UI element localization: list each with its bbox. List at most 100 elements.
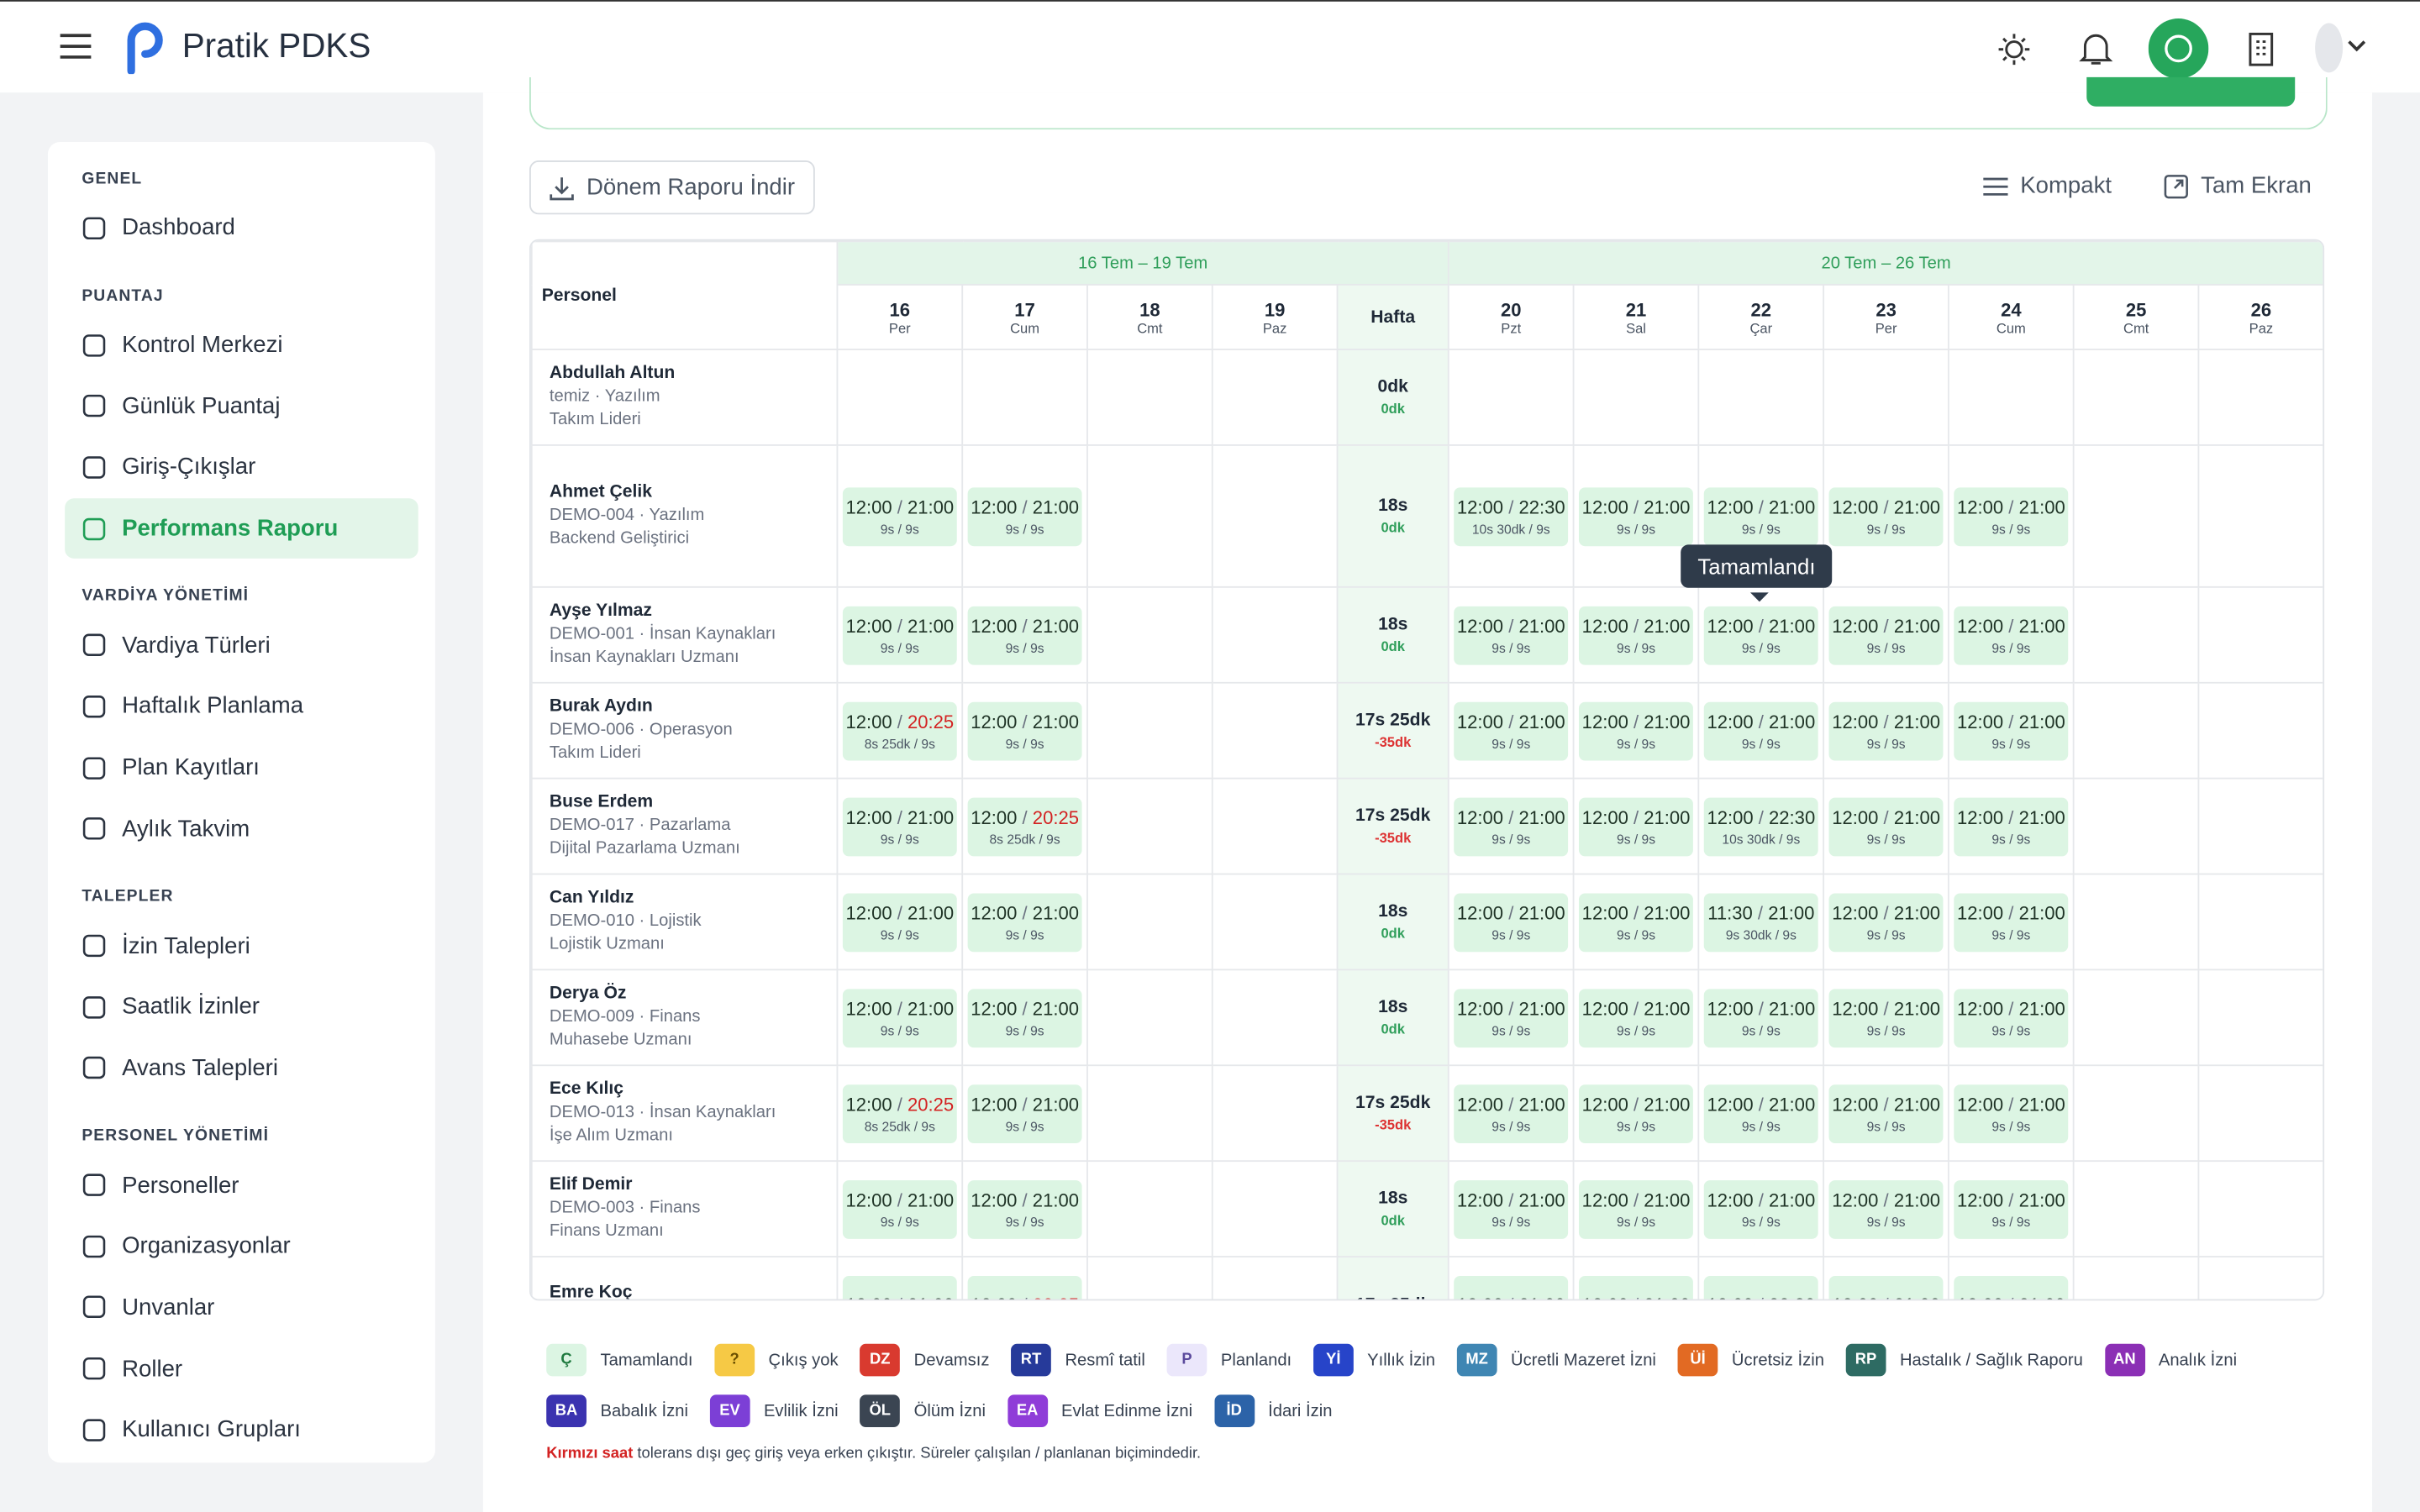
nav-item[interactable]: Haftalık Planlama xyxy=(65,676,418,738)
shift-box[interactable]: 12:00 / 22:30 10s 30dk / 9s xyxy=(1703,796,1818,856)
shift-box[interactable]: 12:00 / 21:00 9s / 9s xyxy=(842,988,957,1047)
nav-item[interactable]: Günlük Puantaj xyxy=(65,375,418,437)
shift-box[interactable]: 12:00 / 21:00 9s / 9s xyxy=(1954,1084,2069,1143)
nav-item[interactable]: Avans Talepleri xyxy=(65,1037,418,1099)
shift-box[interactable]: 12:00 / 21:00 9s / 9s xyxy=(1579,605,1694,664)
shift-box[interactable]: 12:00 / 21:00 9s / 9s xyxy=(1454,701,1569,760)
shift-box[interactable]: 12:00 / 21:00 9s / 9s xyxy=(1828,988,1944,1047)
shift-box[interactable]: 12:00 / 21:00 9s / 9s xyxy=(1579,892,1694,952)
check-in: 12:00 xyxy=(1707,496,1754,518)
download-button[interactable]: Dönem Raporu İndir xyxy=(529,160,815,215)
shift-box[interactable]: 12:00 / 21:00 9s / 9s xyxy=(1954,701,2069,760)
shift-box[interactable]: 12:00 / 21:00 9s / 9s xyxy=(1954,988,2069,1047)
nav-item[interactable]: Dashboard xyxy=(65,197,418,259)
fullscreen-button[interactable]: Tam Ekran xyxy=(2164,173,2312,199)
nav-item[interactable]: Kontrol Merkezi xyxy=(65,314,418,375)
shift-box[interactable]: 12:00 / 21:00 9s / 9s xyxy=(842,892,957,952)
apply-button[interactable] xyxy=(2086,76,2296,107)
nav-item[interactable]: İzin Talepleri xyxy=(65,916,418,977)
shift-box[interactable]: 12:00 / 21:00 9s / 9s xyxy=(1454,796,1569,856)
shift-box[interactable]: 12:00 / 20:25 8s 25dk / 9s xyxy=(842,701,957,760)
shift-box[interactable]: 12:00 / 21:00 9s / 9s xyxy=(967,1179,1082,1238)
shift-box[interactable]: 12:00 / 21:00 9s / 9s xyxy=(1828,892,1944,952)
shift-box[interactable]: 12:00 / 21:00 9s / 9s xyxy=(1828,605,1944,664)
shift-box[interactable]: 12:00 / 21:00 9s / 9s xyxy=(1703,701,1818,760)
theme-toggle[interactable] xyxy=(1997,33,2031,66)
nav-icon xyxy=(82,1296,106,1319)
shift-box[interactable]: 12:00 / 21:00 9s / 9s xyxy=(1954,1179,2069,1238)
report-table-container: Personel 16 Tem – 19 Tem 20 Tem – 26 Tem 16… xyxy=(529,239,2325,1301)
shift-box[interactable]: 12:00 / 21:00 9s / 9s xyxy=(1454,1179,1569,1238)
shift-box[interactable]: 12:00 / 22:30 10s 30dk / 9s xyxy=(1454,486,1569,546)
separator: / xyxy=(1633,1189,1639,1210)
nav-item[interactable]: Saatlik İzinler xyxy=(65,976,418,1037)
shift-box[interactable]: 12:00 / 21:00 9s / 9s xyxy=(1579,988,1694,1047)
company-button[interactable] xyxy=(2245,31,2276,68)
shift-box[interactable]: 12:00 / 21:00 9s / 9s xyxy=(1954,486,2069,546)
shift-box[interactable]: 12:00 / 21:00 9s / 9s xyxy=(842,605,957,664)
shift-box[interactable]: 12:00 / 21:00 xyxy=(842,1275,957,1299)
nav-label: Aylık Takvim xyxy=(122,816,250,843)
tooltip: Tamamlandı xyxy=(1681,544,1833,588)
shift-box[interactable]: 12:00 / 21:00 9s / 9s xyxy=(842,796,957,856)
shift-box[interactable]: 12:00 / 21:00 9s / 9s xyxy=(1454,1084,1569,1143)
shift-box[interactable]: 12:00 / 21:00 9s / 9s xyxy=(1703,988,1818,1047)
shift-box[interactable]: 12:00 / 21:00 9s / 9s xyxy=(967,988,1082,1047)
shift-box[interactable]: 12:00 / 21:00 9s / 9s xyxy=(1703,1179,1818,1238)
shift-box[interactable]: 12:00 / 21:00 xyxy=(1579,1275,1694,1299)
shift-box[interactable]: 12:00 / 21:00 9s / 9s xyxy=(967,701,1082,760)
nav-item[interactable]: Giriş-Çıkışlar xyxy=(65,437,418,498)
shift-box[interactable]: 12:00 / 20:25 8s 25dk / 9s xyxy=(967,796,1082,856)
shift-box[interactable]: 12:00 / 21:00 9s / 9s xyxy=(967,892,1082,952)
shift-box[interactable]: 12:00 / 21:00 9s / 9s xyxy=(1579,486,1694,546)
shift-box[interactable]: 12:00 / 21:00 9s / 9s xyxy=(1579,796,1694,856)
check-out: 21:00 xyxy=(1518,614,1565,637)
shift-box[interactable]: 12:00 / 21:00 9s / 9s xyxy=(1703,486,1818,546)
shift-box[interactable]: 12:00 / 21:00 9s / 9s xyxy=(1954,796,2069,856)
nav-section-title: GENEL xyxy=(82,170,143,189)
user-menu[interactable] xyxy=(2312,22,2373,74)
shift-box[interactable]: 12:00 / 20:25 8s 25dk / 9s xyxy=(842,1084,957,1143)
nav-item[interactable]: Kullanıcı Grupları xyxy=(65,1399,418,1461)
notifications[interactable] xyxy=(2079,31,2113,68)
support-button[interactable] xyxy=(2148,18,2209,79)
menu-button[interactable] xyxy=(59,33,92,60)
shift-box[interactable]: 12:00 / 21:00 9s / 9s xyxy=(1454,988,1569,1047)
shift-box[interactable]: 12:00 / 21:00 9s / 9s xyxy=(1828,1084,1944,1143)
shift-box[interactable]: 12:00 / 21:00 9s / 9s xyxy=(1954,892,2069,952)
nav-item[interactable]: Plan Kayıtları xyxy=(65,738,418,799)
nav-item[interactable]: Roller xyxy=(65,1338,418,1399)
shift-box[interactable]: 12:00 / 21:00 xyxy=(1454,1275,1569,1299)
shift-box[interactable]: 12:00 / 21:00 9s / 9s xyxy=(1828,701,1944,760)
shift-box[interactable]: 12:00 / 21:00 9s / 9s xyxy=(1579,1084,1694,1143)
shift-box[interactable]: 12:00 / 21:00 9s / 9s xyxy=(1828,1179,1944,1238)
nav-item[interactable]: Performans Raporu xyxy=(65,497,418,559)
shift-box[interactable]: 12:00 / 21:00 9s / 9s xyxy=(1828,796,1944,856)
shift-box[interactable]: 11:30 / 21:00 9s 30dk / 9s xyxy=(1703,892,1818,952)
shift-box[interactable]: 12:00 / 21:00 9s / 9s xyxy=(1579,1179,1694,1238)
shift-box[interactable]: 12:00 / 21:00 9s / 9s xyxy=(1454,605,1569,664)
nav-item[interactable]: Unvanlar xyxy=(65,1277,418,1338)
nav-item[interactable]: Vardiya Türleri xyxy=(65,615,418,676)
shift-box[interactable]: 12:00 / 20:25 xyxy=(967,1275,1082,1299)
shift-box[interactable]: 12:00 / 21:00 9s / 9s xyxy=(967,605,1082,664)
nav-item[interactable]: Bölgeler xyxy=(65,1461,418,1462)
shift-box[interactable]: 12:00 / 21:00 9s / 9s xyxy=(967,1084,1082,1143)
check-in: 12:00 xyxy=(971,1294,1017,1299)
shift-box[interactable]: 12:00 / 21:00 xyxy=(1828,1275,1944,1299)
shift-box[interactable]: 12:00 / 22:30 xyxy=(1703,1275,1818,1299)
shift-box[interactable]: 12:00 / 21:00 9s / 9s xyxy=(842,1179,957,1238)
shift-box[interactable]: 12:00 / 21:00 9s / 9s xyxy=(1954,605,2069,664)
compact-button[interactable]: Kompakt xyxy=(1983,173,2112,199)
shift-box[interactable]: 12:00 / 21:00 9s / 9s xyxy=(1703,605,1818,664)
shift-box[interactable]: 12:00 / 21:00 9s / 9s xyxy=(1828,486,1944,546)
shift-box[interactable]: 12:00 / 21:00 xyxy=(1954,1275,2069,1299)
nav-item[interactable]: Aylık Takvim xyxy=(65,799,418,860)
nav-item[interactable]: Organizasyonlar xyxy=(65,1215,418,1277)
shift-box[interactable]: 12:00 / 21:00 9s / 9s xyxy=(967,486,1082,546)
shift-box[interactable]: 12:00 / 21:00 9s / 9s xyxy=(842,486,957,546)
shift-box[interactable]: 12:00 / 21:00 9s / 9s xyxy=(1579,701,1694,760)
nav-item[interactable]: Personeller xyxy=(65,1154,418,1215)
shift-box[interactable]: 12:00 / 21:00 9s / 9s xyxy=(1703,1084,1818,1143)
shift-box[interactable]: 12:00 / 21:00 9s / 9s xyxy=(1454,892,1569,952)
